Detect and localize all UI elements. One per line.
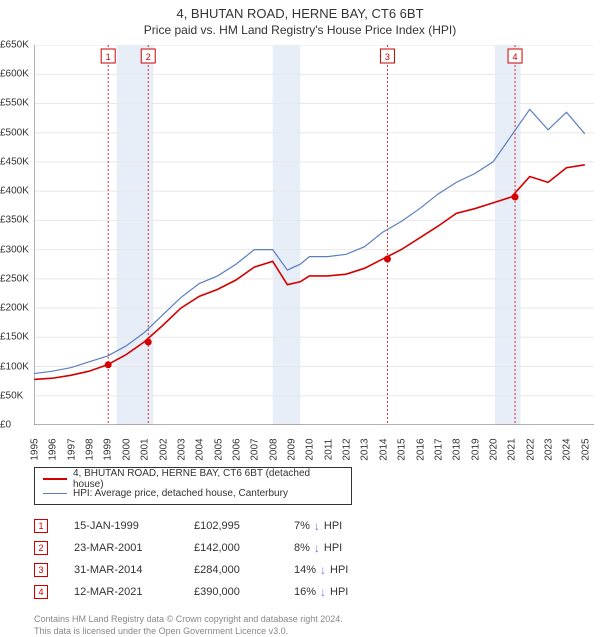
x-axis-label: 2025 bbox=[580, 438, 591, 460]
y-axis-label: £150K bbox=[0, 332, 29, 343]
row-badge: 4 bbox=[34, 585, 48, 599]
table-row: 4 12-MAR-2021£390,00016%↓HPI bbox=[34, 581, 600, 603]
row-pct: 16%↓HPI bbox=[294, 585, 404, 599]
x-axis-label: 2014 bbox=[378, 438, 389, 460]
y-axis-label: £100K bbox=[0, 361, 29, 372]
row-date: 12-MAR-2021 bbox=[74, 586, 194, 598]
footer-attribution: Contains HM Land Registry data © Crown c… bbox=[34, 613, 600, 637]
x-axis-label: 2015 bbox=[397, 438, 408, 460]
x-axis-label: 2011 bbox=[323, 439, 334, 461]
y-axis-label: £50K bbox=[0, 390, 23, 401]
y-axis-label: £650K bbox=[0, 40, 29, 51]
x-axis-label: 1999 bbox=[103, 438, 114, 460]
x-axis-label: 2024 bbox=[562, 438, 573, 460]
row-price: £142,000 bbox=[194, 542, 294, 554]
x-axis-label: 2017 bbox=[434, 438, 445, 460]
x-axis-label: 2005 bbox=[213, 438, 224, 460]
table-row: 1 15-JAN-1999£102,9957%↓HPI bbox=[34, 515, 600, 537]
x-axis-label: 1997 bbox=[66, 438, 77, 460]
x-axis-label: 2007 bbox=[250, 438, 261, 460]
svg-text:1: 1 bbox=[106, 52, 111, 62]
x-axis-label: 2020 bbox=[489, 438, 500, 460]
x-axis-label: 2016 bbox=[415, 438, 426, 460]
x-axis-label: 2003 bbox=[177, 438, 188, 460]
x-axis-label: 2010 bbox=[305, 438, 316, 460]
y-axis-label: £0 bbox=[0, 420, 11, 431]
legend-item: 4, BHUTAN ROAD, HERNE BAY, CT6 6BT (deta… bbox=[43, 472, 343, 486]
svg-text:2: 2 bbox=[146, 52, 151, 62]
y-axis-label: £450K bbox=[0, 156, 29, 167]
price-chart: 1234 £0£50K£100K£150K£200K£250K£300K£350… bbox=[34, 45, 594, 425]
x-axis-label: 1996 bbox=[48, 438, 59, 460]
x-axis-label: 2018 bbox=[452, 438, 463, 460]
row-badge: 3 bbox=[34, 563, 48, 577]
y-axis-label: £500K bbox=[0, 127, 29, 138]
page-subtitle: Price paid vs. HM Land Registry's House … bbox=[0, 23, 600, 37]
legend: 4, BHUTAN ROAD, HERNE BAY, CT6 6BT (deta… bbox=[34, 467, 352, 505]
page-title: 4, BHUTAN ROAD, HERNE BAY, CT6 6BT bbox=[0, 6, 600, 21]
legend-swatch bbox=[43, 478, 67, 480]
row-date: 31-MAR-2014 bbox=[74, 564, 194, 576]
row-date: 23-MAR-2001 bbox=[74, 542, 194, 554]
row-date: 15-JAN-1999 bbox=[74, 520, 194, 532]
footer-line-1: Contains HM Land Registry data © Crown c… bbox=[34, 613, 600, 625]
table-row: 2 23-MAR-2001£142,0008%↓HPI bbox=[34, 537, 600, 559]
y-axis-label: £600K bbox=[0, 69, 29, 80]
x-axis-label: 2008 bbox=[268, 438, 279, 460]
row-price: £102,995 bbox=[194, 520, 294, 532]
x-axis-label: 2004 bbox=[195, 438, 206, 460]
y-axis-label: £400K bbox=[0, 186, 29, 197]
legend-swatch bbox=[43, 493, 67, 494]
x-axis-label: 2012 bbox=[342, 438, 353, 460]
footer-line-2: This data is licensed under the Open Gov… bbox=[34, 625, 600, 637]
row-price: £390,000 bbox=[194, 586, 294, 598]
y-axis-label: £550K bbox=[0, 98, 29, 109]
svg-text:3: 3 bbox=[385, 52, 390, 62]
down-arrow-icon: ↓ bbox=[320, 563, 326, 577]
x-axis-label: 2021 bbox=[507, 438, 518, 460]
x-axis-label: 2022 bbox=[525, 438, 536, 460]
y-axis-label: £350K bbox=[0, 215, 29, 226]
y-axis-label: £300K bbox=[0, 244, 29, 255]
x-axis-label: 2013 bbox=[360, 438, 371, 460]
row-badge: 2 bbox=[34, 541, 48, 555]
row-badge: 1 bbox=[34, 519, 48, 533]
svg-text:4: 4 bbox=[513, 52, 518, 62]
x-axis-label: 2019 bbox=[470, 438, 481, 460]
row-price: £284,000 bbox=[194, 564, 294, 576]
table-row: 3 31-MAR-2014£284,00014%↓HPI bbox=[34, 559, 600, 581]
sales-table: 1 15-JAN-1999£102,9957%↓HPI 2 23-MAR-2001£1… bbox=[34, 515, 600, 603]
down-arrow-icon: ↓ bbox=[320, 585, 326, 599]
x-axis-label: 2023 bbox=[544, 438, 555, 460]
row-pct: 7%↓HPI bbox=[294, 519, 404, 533]
row-pct: 14%↓HPI bbox=[294, 563, 404, 577]
y-axis-label: £250K bbox=[0, 273, 29, 284]
legend-label: HPI: Average price, detached house, Cant… bbox=[73, 488, 288, 499]
x-axis-label: 2006 bbox=[232, 438, 243, 460]
x-axis-label: 1995 bbox=[30, 438, 41, 460]
down-arrow-icon: ↓ bbox=[314, 519, 320, 533]
x-axis-label: 2009 bbox=[287, 438, 298, 460]
x-axis-label: 2002 bbox=[158, 438, 169, 460]
down-arrow-icon: ↓ bbox=[314, 541, 320, 555]
chart-svg: 1 2 3 4 bbox=[34, 45, 594, 425]
y-axis-label: £200K bbox=[0, 303, 29, 314]
x-axis-label: 2000 bbox=[121, 438, 132, 460]
x-axis-label: 2001 bbox=[140, 438, 151, 460]
row-pct: 8%↓HPI bbox=[294, 541, 404, 555]
x-axis-label: 1998 bbox=[85, 438, 96, 460]
